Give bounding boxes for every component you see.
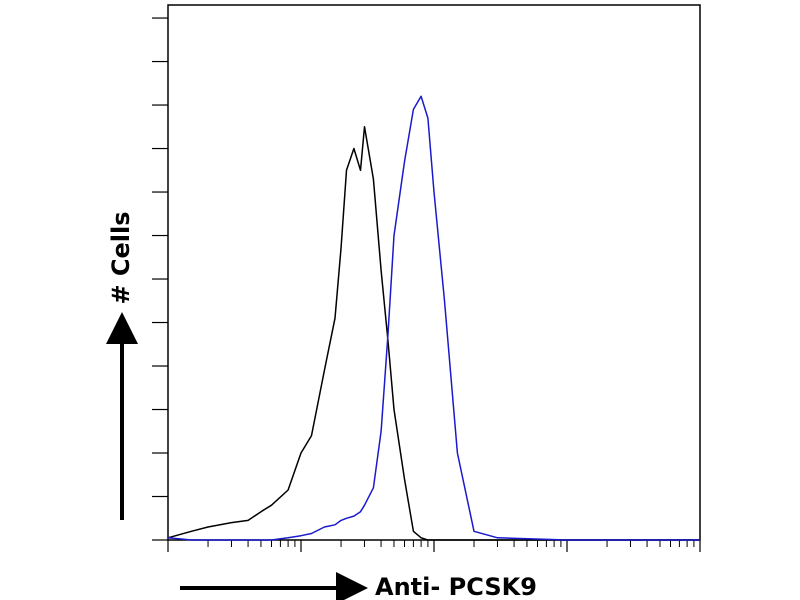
x-axis-label: Anti- PCSK9 bbox=[375, 573, 537, 600]
series-line bbox=[167, 95, 700, 541]
plot-frame bbox=[167, 4, 701, 541]
y-axis-label: # Cells bbox=[107, 211, 135, 304]
series-line bbox=[167, 126, 700, 541]
